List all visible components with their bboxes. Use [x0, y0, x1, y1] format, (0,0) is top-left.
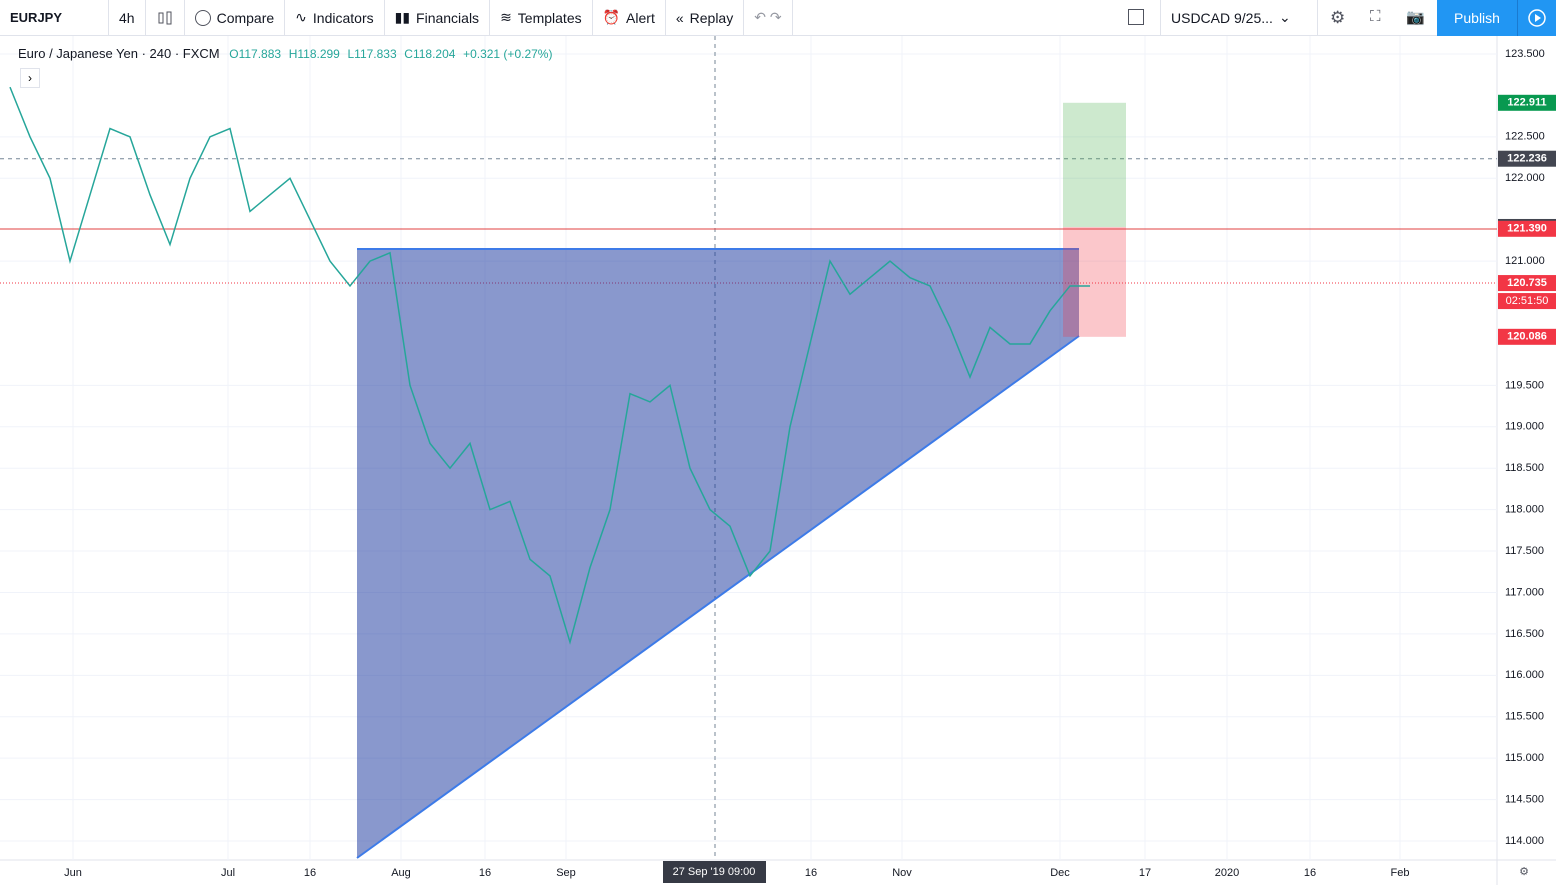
crosshair-time-tag: [663, 861, 766, 883]
price-tag-label: 120.735: [1507, 277, 1547, 289]
replay-button[interactable]: « Replay: [666, 0, 745, 36]
open: O117.883: [229, 47, 282, 61]
icon: [194, 9, 211, 26]
icon: ⏰: [602, 9, 621, 25]
undo-redo[interactable]: ↶ ↷: [744, 0, 793, 36]
expand-legend-button[interactable]: ›: [20, 68, 40, 88]
price-tick-label: 122.500: [1505, 131, 1545, 143]
price-tag-label: 122.911: [1507, 97, 1546, 109]
icon: ∿: [295, 9, 307, 25]
label: Templates: [517, 9, 582, 26]
time-tick-label: 16: [805, 867, 817, 879]
time-tick-label: Aug: [391, 867, 411, 879]
layout-button[interactable]: [1128, 9, 1144, 25]
publish-button[interactable]: Publish: [1437, 0, 1517, 36]
price-tag: [1498, 150, 1556, 167]
high: H118.299: [288, 47, 340, 61]
chart-type-button[interactable]: [146, 0, 185, 36]
countdown-label: 02:51:50: [1506, 295, 1549, 307]
price-tick-label: 118.000: [1505, 504, 1544, 516]
price-tick-label: 116.500: [1505, 628, 1544, 640]
time-tick-label: Sep: [556, 867, 576, 879]
stop-loss-zone: [1063, 226, 1126, 337]
time-tick-label: Jun: [64, 867, 82, 879]
financials-button[interactable]: ▮▮ Financials: [385, 0, 491, 36]
legend: Euro / Japanese Yen · 240 · FXCM O117.88…: [18, 46, 556, 61]
layout-name-button[interactable]: USDCAD 9/25... ⌄: [1160, 0, 1318, 36]
label: USDCAD 9/25...: [1171, 9, 1273, 26]
price-tick-label: 119.000: [1505, 421, 1544, 433]
time-tick-label: 16: [1304, 867, 1316, 879]
time-tick-label: 16: [304, 867, 316, 879]
label: Replay: [689, 9, 734, 26]
time-tick-label: 17: [1139, 867, 1151, 879]
price-tick-label: 118.500: [1505, 462, 1544, 474]
countdown-tag: [1498, 293, 1556, 310]
price-tag: [1498, 94, 1556, 111]
time-tick-label: 2020: [1215, 867, 1239, 879]
price-tick-label: 115.000: [1505, 752, 1544, 764]
stream-button[interactable]: [1517, 0, 1556, 36]
price-tag: [1498, 220, 1556, 237]
time-tick-label: Nov: [892, 867, 912, 879]
symbol-description: Euro / Japanese Yen · 240 · FXCM: [18, 46, 220, 61]
change: +0.321 (+0.27%): [463, 47, 553, 61]
take-profit-zone: [1063, 102, 1126, 227]
price-tick-label: 121.000: [1505, 255, 1545, 267]
templates-button[interactable]: ≋ Templates: [490, 0, 593, 36]
price-tag-label: 121.390: [1507, 223, 1547, 235]
settings-icon: ⚙: [1519, 866, 1529, 878]
price-tick-label: 117.500: [1505, 545, 1544, 557]
price-tag-label: 122.236: [1507, 153, 1547, 165]
price-tick-label: 116.000: [1505, 669, 1544, 681]
label: Financials: [416, 9, 480, 26]
play-icon: [1528, 9, 1546, 27]
price-tag: [1498, 275, 1556, 292]
price-tag: [1498, 328, 1556, 345]
label: Compare: [216, 9, 275, 26]
icon: ≋: [500, 9, 512, 25]
triangle-pattern: [357, 249, 1079, 858]
icon: «: [675, 9, 684, 26]
low: L117.833: [347, 47, 397, 61]
label: Alert: [626, 9, 655, 26]
publish-group: Publish: [1437, 0, 1556, 36]
close: C118.204: [404, 47, 456, 61]
time-tick-label: Feb: [1391, 867, 1410, 879]
toolbar: EURJPY 4h Compare ∿ Indicators ▮▮ Financia…: [0, 0, 1556, 36]
time-tick-label: 16: [479, 867, 491, 879]
fullscreen-button[interactable]: ⛶: [1370, 8, 1381, 25]
interval-button[interactable]: 4h: [109, 0, 146, 36]
symbol-button[interactable]: EURJPY: [0, 0, 109, 36]
label: Indicators: [312, 9, 374, 26]
price-tag-label: 120.086: [1507, 331, 1547, 343]
price-tick-label: 114.500: [1505, 793, 1544, 805]
price-tick-label: 119.500: [1505, 379, 1544, 391]
alert-button[interactable]: ⏰ Alert: [593, 0, 666, 36]
price-tick-label: 115.500: [1505, 711, 1544, 723]
time-tick-label: Jul: [221, 867, 235, 879]
settings-button[interactable]: ⚙: [1330, 8, 1346, 27]
compare-button[interactable]: Compare: [185, 0, 286, 36]
crosshair-time-label: 27 Sep '19 09:00: [673, 866, 756, 878]
axes: 123.500 122.500 122.000 121.000 119.500 119.0…: [64, 48, 1556, 883]
indicators-button[interactable]: ∿ Indicators: [285, 0, 385, 36]
time-tick-label: Dec: [1050, 867, 1070, 879]
triangle-base: [356, 335, 1080, 859]
plot: [0, 36, 1497, 860]
price-tick-label: 122.000: [1505, 172, 1545, 184]
price-line: [9, 86, 1090, 645]
icon: ⌄: [1278, 9, 1291, 25]
price-tick-label: 117.000: [1505, 586, 1544, 598]
chart: 123.500 122.500 122.000 121.000 119.500 119.0…: [0, 36, 1556, 885]
price-tick-label: 114.000: [1505, 835, 1544, 847]
price-tick-label: 123.500: [1505, 48, 1545, 60]
icon: ▮▮: [394, 9, 411, 25]
snapshot-button[interactable]: 📷: [1406, 9, 1425, 26]
candle-icon: [158, 11, 172, 24]
